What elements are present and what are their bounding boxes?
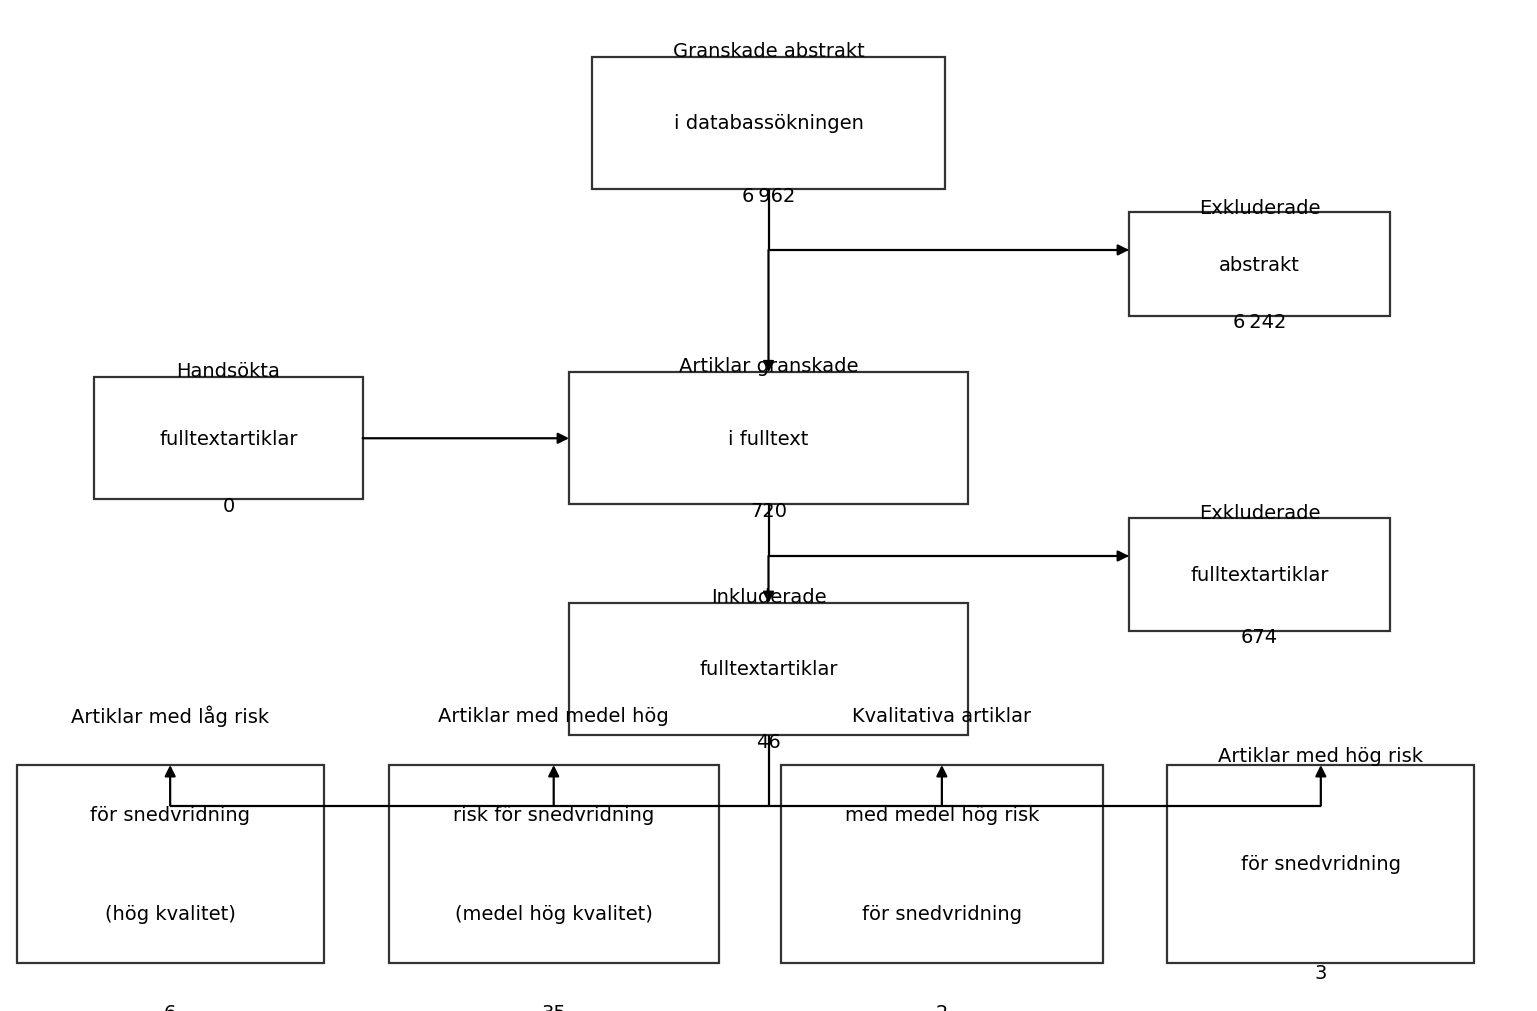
Text: Artiklar med låg risk: Artiklar med låg risk bbox=[71, 705, 269, 727]
Text: i fulltext: i fulltext bbox=[729, 430, 808, 448]
Text: (hög kvalitet): (hög kvalitet) bbox=[105, 904, 235, 923]
Text: 35: 35 bbox=[541, 1003, 566, 1011]
Text: 6 962: 6 962 bbox=[742, 187, 795, 205]
Text: Exkluderade: Exkluderade bbox=[1199, 198, 1320, 217]
Text: 720: 720 bbox=[750, 501, 787, 521]
Text: Inkluderade: Inkluderade bbox=[710, 587, 827, 607]
FancyBboxPatch shape bbox=[389, 765, 719, 962]
Text: Artiklar granskade: Artiklar granskade bbox=[679, 357, 858, 376]
Text: 0: 0 bbox=[223, 496, 235, 516]
Text: fulltextartiklar: fulltextartiklar bbox=[699, 660, 838, 678]
Text: med medel hög risk: med medel hög risk bbox=[845, 805, 1039, 824]
FancyBboxPatch shape bbox=[1168, 765, 1474, 962]
Text: fulltextartiklar: fulltextartiklar bbox=[1190, 566, 1328, 584]
Text: i databassökningen: i databassökningen bbox=[673, 114, 864, 133]
Text: Handsökta: Handsökta bbox=[177, 362, 280, 381]
Text: fulltextartiklar: fulltextartiklar bbox=[160, 430, 298, 448]
FancyBboxPatch shape bbox=[569, 604, 968, 735]
Text: 6 242: 6 242 bbox=[1233, 312, 1286, 332]
Text: Artiklar med medel hög: Artiklar med medel hög bbox=[438, 707, 669, 725]
Text: (medel hög kvalitet): (medel hög kvalitet) bbox=[455, 904, 653, 923]
FancyBboxPatch shape bbox=[1130, 519, 1389, 632]
FancyBboxPatch shape bbox=[1130, 213, 1389, 316]
FancyBboxPatch shape bbox=[94, 378, 363, 500]
Text: risk för snedvridning: risk för snedvridning bbox=[453, 805, 655, 824]
FancyBboxPatch shape bbox=[592, 58, 945, 189]
Text: Kvalitativa artiklar: Kvalitativa artiklar bbox=[853, 707, 1031, 725]
Text: 3: 3 bbox=[1314, 963, 1326, 983]
Text: Granskade abstrakt: Granskade abstrakt bbox=[673, 41, 864, 61]
Text: för snedvridning: för snedvridning bbox=[1240, 854, 1400, 874]
Text: 674: 674 bbox=[1240, 628, 1277, 647]
Text: 2: 2 bbox=[936, 1003, 948, 1011]
Text: 6: 6 bbox=[164, 1003, 177, 1011]
Text: abstrakt: abstrakt bbox=[1219, 256, 1300, 274]
FancyBboxPatch shape bbox=[569, 373, 968, 504]
FancyBboxPatch shape bbox=[17, 765, 324, 962]
Text: 46: 46 bbox=[756, 732, 781, 751]
Text: för snedvridning: för snedvridning bbox=[91, 805, 251, 824]
FancyBboxPatch shape bbox=[781, 765, 1104, 962]
Text: för snedvridning: för snedvridning bbox=[862, 904, 1022, 923]
Text: Artiklar med hög risk: Artiklar med hög risk bbox=[1219, 746, 1423, 765]
Text: Exkluderade: Exkluderade bbox=[1199, 503, 1320, 523]
